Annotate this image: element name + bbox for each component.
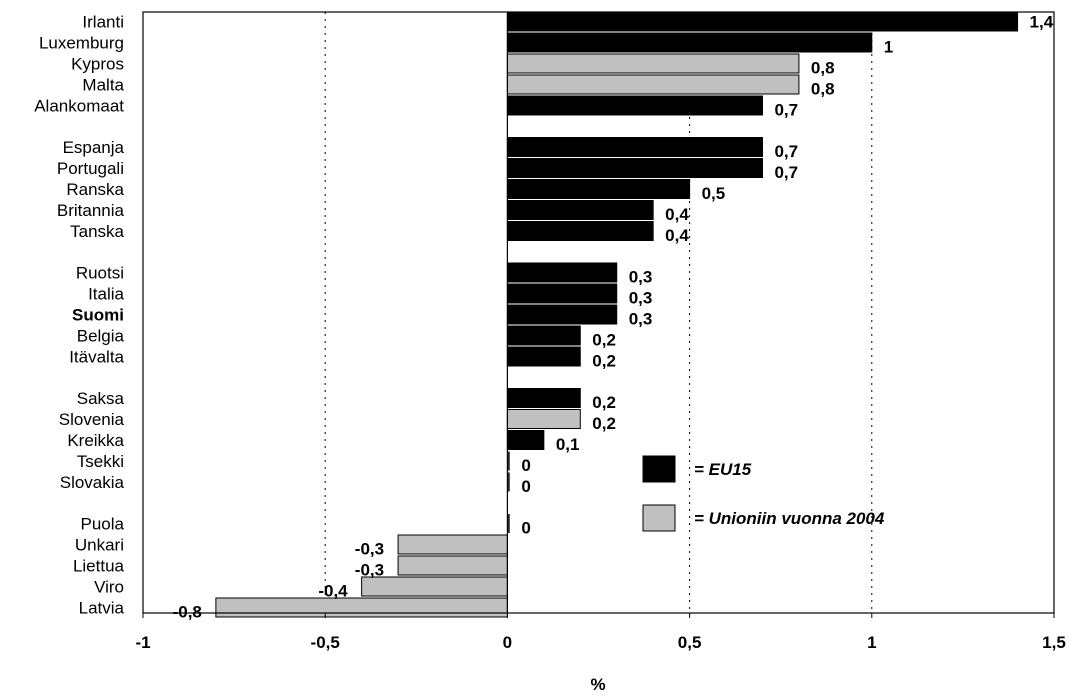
- value-label: -0,4: [318, 582, 348, 601]
- value-label: 0,7: [774, 101, 798, 120]
- bar: [506, 325, 581, 346]
- legend-swatch: [642, 455, 676, 483]
- category-label: Saksa: [77, 389, 125, 408]
- value-label: 0,2: [592, 331, 616, 350]
- category-label: Ranska: [66, 180, 124, 199]
- bar: [506, 11, 1019, 32]
- legend: = EU15 = Unioniin vuonna 2004: [642, 455, 885, 532]
- x-tick-label: -0,5: [311, 633, 340, 652]
- bar: [506, 283, 618, 304]
- bar: [506, 32, 873, 53]
- value-label: 1: [884, 38, 893, 57]
- x-tick-label: -1: [135, 633, 150, 652]
- bar: [506, 346, 581, 367]
- bar: [506, 137, 763, 157]
- x-tick-label: 0: [503, 633, 512, 652]
- category-label: Italia: [88, 285, 124, 304]
- category-label: Liettua: [73, 557, 125, 576]
- bar: [506, 179, 691, 199]
- x-tick-label: 1,5: [1042, 633, 1066, 652]
- category-label: Suomi: [72, 306, 124, 325]
- category-labels: Irlanti Luxemburg Kypros Malta Alankomaat Esp…: [34, 13, 124, 618]
- category-label: Puola: [81, 515, 125, 534]
- value-label: -0,3: [355, 540, 384, 559]
- category-label: Kreikka: [67, 431, 124, 450]
- value-label: 0,4: [665, 226, 689, 245]
- bar-layer: [215, 11, 1019, 618]
- value-label: 0,3: [629, 268, 653, 287]
- category-label: Kypros: [71, 55, 124, 74]
- value-label: 0,5: [702, 184, 726, 203]
- bar: [506, 221, 654, 241]
- value-label: 1,4: [1030, 13, 1054, 32]
- legend-label: = Unioniin vuonna 2004: [694, 509, 885, 528]
- bar: [506, 158, 763, 178]
- plot-frame: [142, 11, 1055, 614]
- category-label: Itävalta: [69, 348, 124, 367]
- category-label: Slovenia: [59, 410, 125, 429]
- x-tick-label: 0,5: [678, 633, 702, 652]
- value-label: 0: [521, 477, 530, 496]
- bar: [506, 409, 581, 429]
- bar: [506, 200, 654, 220]
- bar: [506, 95, 763, 116]
- category-label: Alankomaat: [34, 97, 124, 116]
- value-label: 0,1: [556, 435, 580, 454]
- legend-label: = EU15: [694, 460, 752, 479]
- value-label: 0,4: [665, 205, 689, 224]
- value-label: -0,8: [173, 603, 202, 622]
- value-label: 0,7: [774, 163, 798, 182]
- value-label: -0,3: [355, 561, 384, 580]
- x-tick-label: 1: [867, 633, 876, 652]
- bar: [506, 53, 800, 74]
- bar: [506, 430, 545, 450]
- category-label: Viro: [94, 578, 124, 597]
- category-label: Unkari: [75, 536, 124, 555]
- category-label: Ruotsi: [76, 264, 124, 283]
- x-axis-title: %: [590, 675, 605, 694]
- x-axis: -1 -0,5 0 0,5 1 1,5: [135, 613, 1066, 652]
- bar: [506, 304, 618, 325]
- category-label: Belgia: [77, 327, 125, 346]
- value-label: 0,7: [774, 142, 798, 161]
- legend-swatch: [642, 504, 676, 532]
- value-label: 0,2: [592, 352, 616, 371]
- value-label: 0,2: [592, 393, 616, 412]
- bar: [361, 576, 508, 597]
- value-label: 0,8: [811, 59, 835, 78]
- value-labels: 1,4 1 0,8 0,8 0,7 0,7 0,7 0,5 0,4 0,4 0,3 0,3 0,3 0,2…: [173, 13, 1054, 622]
- bar: [506, 388, 581, 408]
- category-label: Tanska: [70, 222, 124, 241]
- category-label: Tsekki: [77, 452, 124, 471]
- category-label: Luxemburg: [39, 34, 124, 53]
- bar: [215, 597, 508, 618]
- value-label: 0,3: [629, 310, 653, 329]
- category-label: Malta: [82, 76, 124, 95]
- category-label: Irlanti: [82, 13, 124, 32]
- bar: [397, 534, 508, 555]
- bar: [397, 555, 508, 576]
- bar: [506, 74, 800, 95]
- value-label: 0,8: [811, 80, 835, 99]
- value-label: 0: [521, 456, 530, 475]
- value-label: 0,3: [629, 289, 653, 308]
- value-label: 0,2: [592, 414, 616, 433]
- bar: [506, 262, 618, 283]
- category-label: Britannia: [57, 201, 125, 220]
- category-label: Latvia: [79, 599, 125, 618]
- category-label: Portugali: [57, 159, 124, 178]
- value-label: 0: [521, 519, 530, 538]
- category-label: Slovakia: [60, 473, 125, 492]
- category-label: Espanja: [63, 138, 125, 157]
